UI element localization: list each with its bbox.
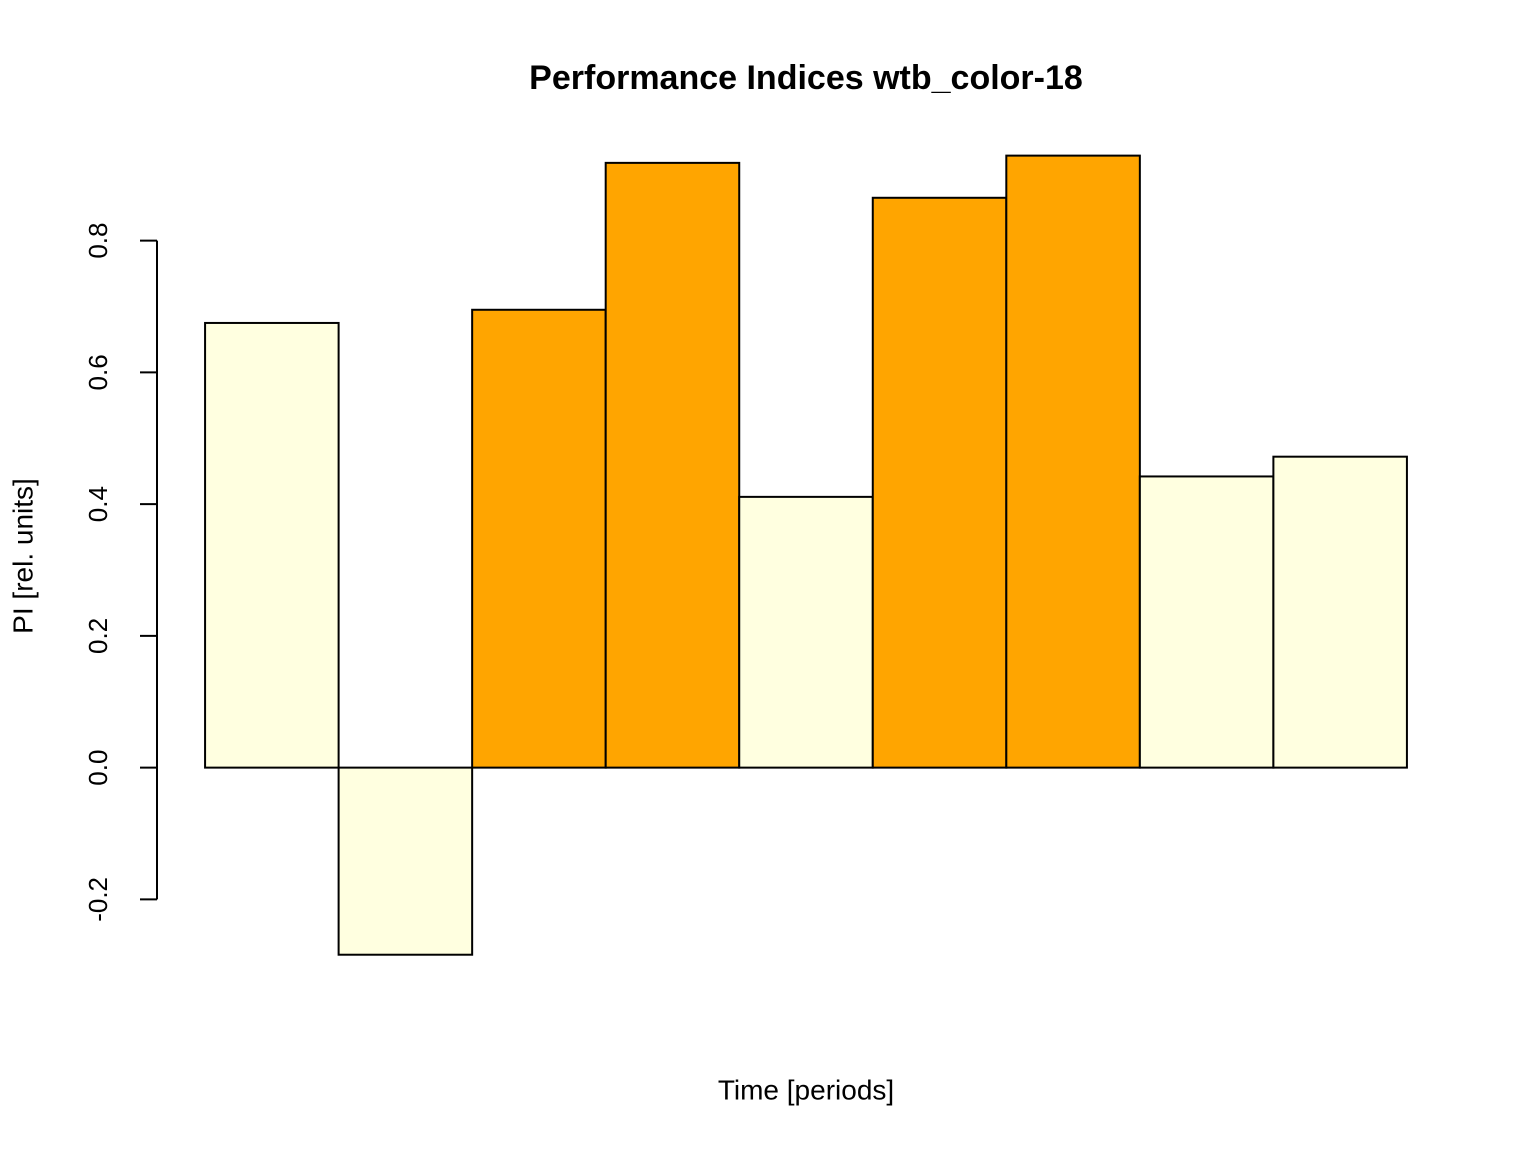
y-tick-label: 0.2 <box>83 618 113 654</box>
bar <box>604 161 741 769</box>
bar <box>1138 475 1275 769</box>
chart-title: Performance Indices wtb_color-18 <box>529 59 1083 97</box>
bar <box>738 495 874 769</box>
bar <box>871 196 1008 769</box>
y-tick-label: -0.2 <box>83 877 113 922</box>
bar <box>1272 455 1408 769</box>
y-tick-label: 0.0 <box>83 750 113 786</box>
y-tick-label: 0.4 <box>83 486 113 522</box>
bar <box>471 308 607 769</box>
y-tick-label: 0.8 <box>83 223 113 259</box>
x-axis-title: Time [periods] <box>718 1074 894 1105</box>
bar <box>204 321 340 769</box>
y-axis-title: PI [rel. units] <box>7 478 38 634</box>
y-tick-label: 0.6 <box>83 354 113 390</box>
bar <box>1005 154 1141 769</box>
bar <box>337 766 474 956</box>
